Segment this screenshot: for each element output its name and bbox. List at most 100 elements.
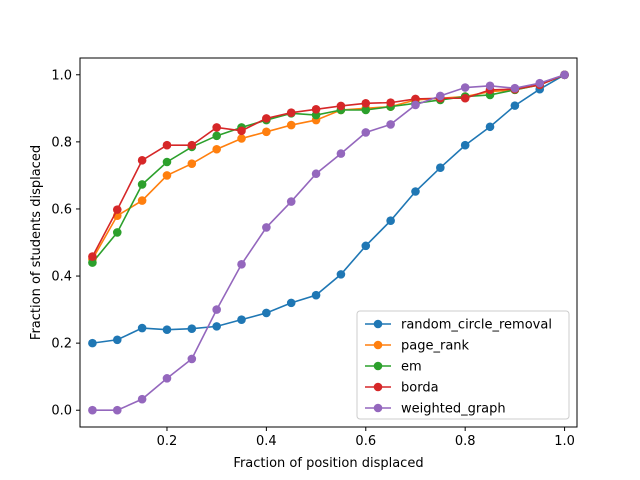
y-tick-label: 0.8: [51, 135, 72, 150]
legend-item: weighted_graph: [365, 402, 506, 417]
data-point: [361, 105, 371, 115]
data-point: [88, 405, 97, 415]
legend-marker: [373, 403, 383, 413]
data-point: [460, 83, 470, 92]
data-point: [137, 323, 147, 333]
legend-marker: [373, 382, 383, 392]
legend-item: page_rank: [365, 339, 470, 354]
data-point: [386, 216, 395, 225]
y-tick-label: 0.6: [51, 202, 72, 217]
x-tick-label: 0.4: [256, 434, 277, 449]
data-point: [336, 149, 346, 158]
legend-label: em: [401, 360, 422, 375]
data-point: [460, 93, 470, 103]
data-point: [88, 338, 97, 348]
data-point: [112, 205, 122, 214]
data-point: [386, 98, 395, 107]
legend-label: borda: [401, 381, 439, 396]
legend-marker: [373, 361, 383, 371]
legend-label: random_circle_removal: [401, 318, 552, 333]
data-point: [212, 322, 221, 331]
legend-box: [356, 310, 570, 420]
data-point: [212, 123, 221, 132]
x-axis-label: Fraction of position displaced: [233, 456, 423, 471]
data-point: [336, 101, 346, 111]
y-tick-label: 0.0: [51, 404, 72, 419]
data-point: [535, 78, 545, 88]
series-layer: [88, 70, 569, 415]
data-point: [237, 126, 246, 136]
x-tick-label: 0.2: [157, 434, 178, 449]
data-point: [286, 197, 296, 206]
data-point: [162, 140, 172, 150]
data-point: [112, 405, 122, 415]
data-point: [510, 83, 520, 93]
x-tick-label: 0.6: [355, 434, 376, 449]
data-point: [187, 354, 197, 364]
data-point: [311, 169, 321, 179]
legend-item: em: [365, 360, 422, 375]
data-point: [286, 120, 296, 130]
data-point: [162, 325, 172, 335]
data-point: [187, 159, 197, 168]
data-point: [237, 134, 246, 143]
data-point: [311, 105, 321, 114]
data-point: [212, 144, 221, 154]
data-point: [311, 290, 321, 300]
legend-marker: [373, 319, 383, 329]
series-weighted_graph: [88, 70, 569, 415]
legend-marker: [373, 340, 383, 350]
data-point: [162, 157, 172, 167]
data-point: [187, 140, 197, 150]
y-axis-label: Fraction of students displaced: [29, 145, 44, 340]
data-point: [411, 94, 420, 104]
y-tick-label: 1.0: [51, 68, 72, 83]
data-point: [162, 171, 172, 180]
data-point: [485, 122, 495, 132]
data-point: [411, 100, 420, 110]
data-point: [137, 394, 147, 404]
data-point: [361, 98, 371, 108]
x-tick-label: 1.0: [554, 434, 575, 449]
data-point: [386, 120, 395, 129]
data-point: [262, 223, 271, 232]
data-point: [411, 187, 420, 196]
data-point: [286, 108, 296, 117]
data-point: [137, 196, 147, 205]
data-point: [262, 114, 271, 123]
data-point: [137, 180, 147, 189]
legend-label: page_rank: [401, 339, 470, 354]
data-point: [212, 131, 221, 141]
data-point: [361, 128, 371, 137]
data-point: [485, 81, 495, 91]
data-point: [162, 374, 172, 383]
x-tick-label: 0.8: [455, 434, 476, 449]
y-tick-label: 0.2: [51, 337, 72, 352]
legend-item: random_circle_removal: [365, 318, 552, 333]
data-point: [460, 140, 470, 150]
data-point: [436, 163, 445, 172]
data-point: [336, 270, 346, 279]
data-point: [187, 324, 197, 334]
data-point: [137, 156, 147, 165]
legend-item: borda: [365, 381, 439, 396]
data-point: [112, 335, 122, 345]
data-point: [560, 70, 569, 80]
x-axis: 0.2 0.4 0.6 0.8 1.0: [157, 427, 575, 449]
data-point: [88, 258, 97, 267]
data-point: [286, 298, 296, 308]
data-point: [237, 315, 246, 324]
y-axis: 0.0 0.2 0.4 0.6 0.8 1.0: [51, 68, 80, 419]
data-point: [212, 305, 221, 314]
data-point: [262, 127, 271, 137]
series-random_circle_removal: [88, 70, 569, 348]
data-point: [262, 308, 271, 318]
data-point: [237, 260, 246, 269]
data-point: [510, 101, 520, 110]
data-point: [436, 91, 445, 101]
data-point: [361, 241, 371, 251]
y-tick-label: 0.4: [51, 270, 72, 285]
